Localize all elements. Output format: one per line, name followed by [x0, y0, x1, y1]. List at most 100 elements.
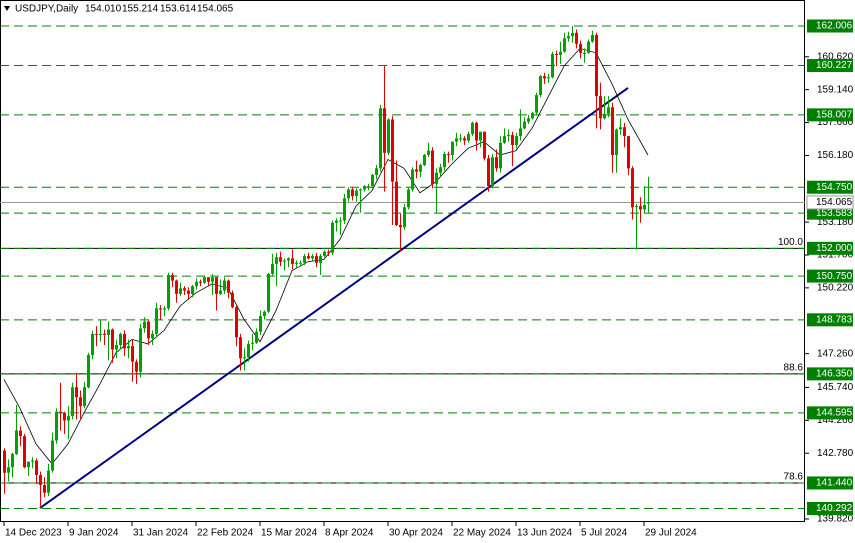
candle-body	[235, 307, 238, 338]
candle-body	[423, 155, 426, 166]
level-label: 144.595	[816, 408, 853, 419]
level-label-box	[807, 19, 853, 33]
header-high: 155.214	[122, 4, 159, 15]
candle-body	[527, 118, 530, 122]
candle-body	[595, 35, 598, 97]
candle-body	[303, 256, 306, 263]
candle-body	[7, 467, 10, 473]
candle-body	[3, 450, 6, 473]
candle-body	[195, 281, 198, 287]
fib-label: 88.6	[784, 363, 804, 374]
candle-body	[87, 354, 90, 388]
candle-body	[15, 430, 18, 454]
candle-body	[343, 198, 346, 221]
header-low: 153.614	[160, 4, 197, 15]
candle-body	[391, 119, 394, 182]
level-label: 160.227	[816, 60, 853, 71]
candle-body	[515, 136, 518, 146]
current-price-box	[806, 195, 854, 210]
candle-body	[311, 256, 314, 259]
candle-body	[435, 172, 438, 184]
level-label: 158.007	[816, 109, 853, 120]
candle-body	[187, 290, 190, 294]
candle-body	[467, 133, 470, 141]
header-open: 154.010	[85, 4, 122, 15]
candle-body	[503, 136, 506, 143]
candle-body	[203, 277, 206, 283]
candle-body	[31, 460, 34, 462]
level-label-box	[807, 313, 853, 327]
candle-body	[331, 222, 334, 253]
candle-body	[243, 357, 246, 359]
candle-body	[491, 157, 494, 187]
candle-body	[23, 436, 26, 468]
y-tick-label: 160.620	[817, 51, 854, 62]
level-label-box	[807, 406, 853, 420]
candle-body	[383, 108, 386, 153]
candle-body	[51, 440, 54, 471]
candle-body	[475, 122, 478, 141]
candle-body	[403, 207, 406, 228]
candle-body	[175, 280, 178, 294]
candle-body	[259, 316, 262, 332]
y-tick-label: 147.260	[817, 348, 854, 359]
candle-body	[299, 262, 302, 264]
candle-body	[115, 344, 118, 350]
candle-body	[323, 251, 326, 257]
candle-body	[355, 190, 358, 197]
level-label-box	[807, 108, 853, 122]
level-label-box	[807, 59, 853, 73]
candle-body	[275, 257, 278, 264]
candle-body	[227, 280, 230, 293]
candle-body	[551, 53, 554, 78]
candle-body	[327, 251, 330, 253]
level-label: 140.292	[816, 503, 853, 514]
candle-body	[363, 186, 366, 190]
x-tick-label: 8 Apr 2024	[325, 528, 374, 539]
level-label: 154.750	[816, 182, 853, 193]
level-label: 141.440	[816, 478, 853, 489]
candle-body	[459, 138, 462, 140]
candle-body	[619, 127, 622, 130]
candle-body	[39, 474, 42, 485]
level-label-box	[807, 180, 853, 194]
candle-body	[563, 38, 566, 52]
candle-body	[207, 277, 210, 282]
candle-body	[319, 256, 322, 263]
candle-body	[75, 387, 78, 398]
candle-body	[623, 127, 626, 137]
candle-body	[507, 135, 510, 137]
moving-average	[3, 47, 649, 465]
candle-body	[535, 95, 538, 113]
candle-body	[99, 333, 102, 335]
current-price-label: 154.065	[816, 197, 853, 208]
level-label-box	[807, 206, 853, 220]
candle-body	[439, 167, 442, 173]
candle-body	[79, 397, 82, 407]
candle-body	[255, 331, 258, 343]
candle-body	[395, 181, 398, 226]
candle-body	[95, 333, 98, 335]
x-tick-label: 5 Jul 2024	[581, 528, 628, 539]
candle-body	[335, 220, 338, 223]
x-tick-label: 15 Mar 2024	[261, 528, 318, 539]
candle-body	[219, 290, 222, 294]
menu-arrow	[4, 6, 10, 11]
candle-body	[55, 411, 58, 441]
candle-body	[523, 121, 526, 129]
candle-body	[263, 311, 266, 317]
candle-body	[59, 411, 62, 413]
x-tick-label: 22 Feb 2024	[197, 528, 254, 539]
candle-body	[67, 416, 70, 421]
y-tick-label: 144.260	[817, 415, 854, 426]
candle-body	[463, 138, 466, 141]
candle-body	[471, 122, 474, 134]
level-label: 146.350	[816, 369, 853, 380]
candle-body	[199, 281, 202, 283]
y-tick-label: 150.220	[817, 283, 854, 294]
candle-body	[111, 329, 114, 350]
candle-body	[643, 205, 646, 210]
candle-body	[11, 453, 14, 468]
candle-body	[511, 135, 514, 146]
candle-body	[499, 142, 502, 169]
